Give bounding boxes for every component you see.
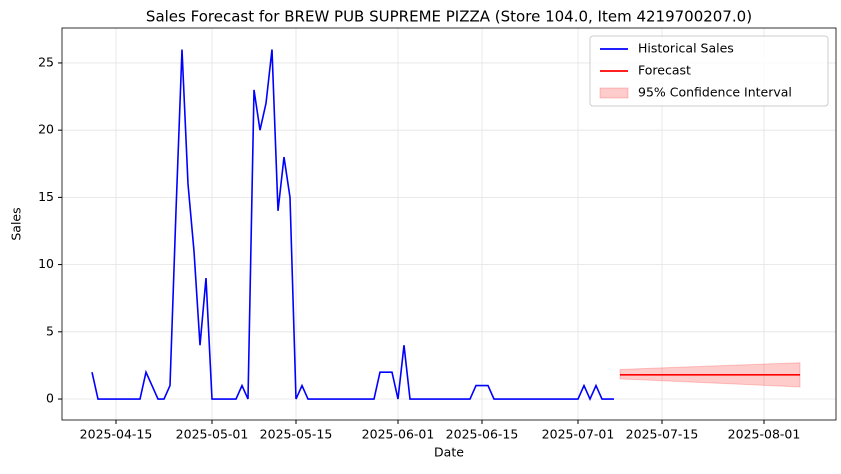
x-tick-label: 2025-06-15 [446,427,519,442]
y-tick-label: 15 [38,189,54,204]
legend-swatch [599,87,629,99]
series-line [91,49,614,401]
x-tick-label: 2025-05-01 [176,427,249,442]
y-tick-label: 0 [46,391,54,406]
chart-title: Sales Forecast for BREW PUB SUPREME PIZZ… [146,8,752,26]
y-tick-label: 10 [38,256,54,271]
plot-frame [61,27,837,421]
x-tick-label: 2025-08-01 [728,427,801,442]
legend-label: 95% Confidence Interval [638,85,792,100]
y-tick-label: 5 [46,323,54,338]
x-tick-label: 2025-04-15 [80,427,153,442]
legend-box [589,35,829,107]
x-tick-label: 2025-07-15 [626,427,699,442]
x-tick-label: 2025-07-01 [542,427,615,442]
legend-label: Historical Sales [638,41,734,56]
x-axis-label: Date [434,445,464,460]
y-tick-label: 25 [38,54,54,69]
legend-label: Forecast [638,63,691,78]
x-tick-label: 2025-05-15 [260,427,333,442]
y-axis-label: Sales [9,207,24,240]
y-tick-label: 20 [38,122,54,137]
x-tick-label: 2025-06-01 [362,427,435,442]
